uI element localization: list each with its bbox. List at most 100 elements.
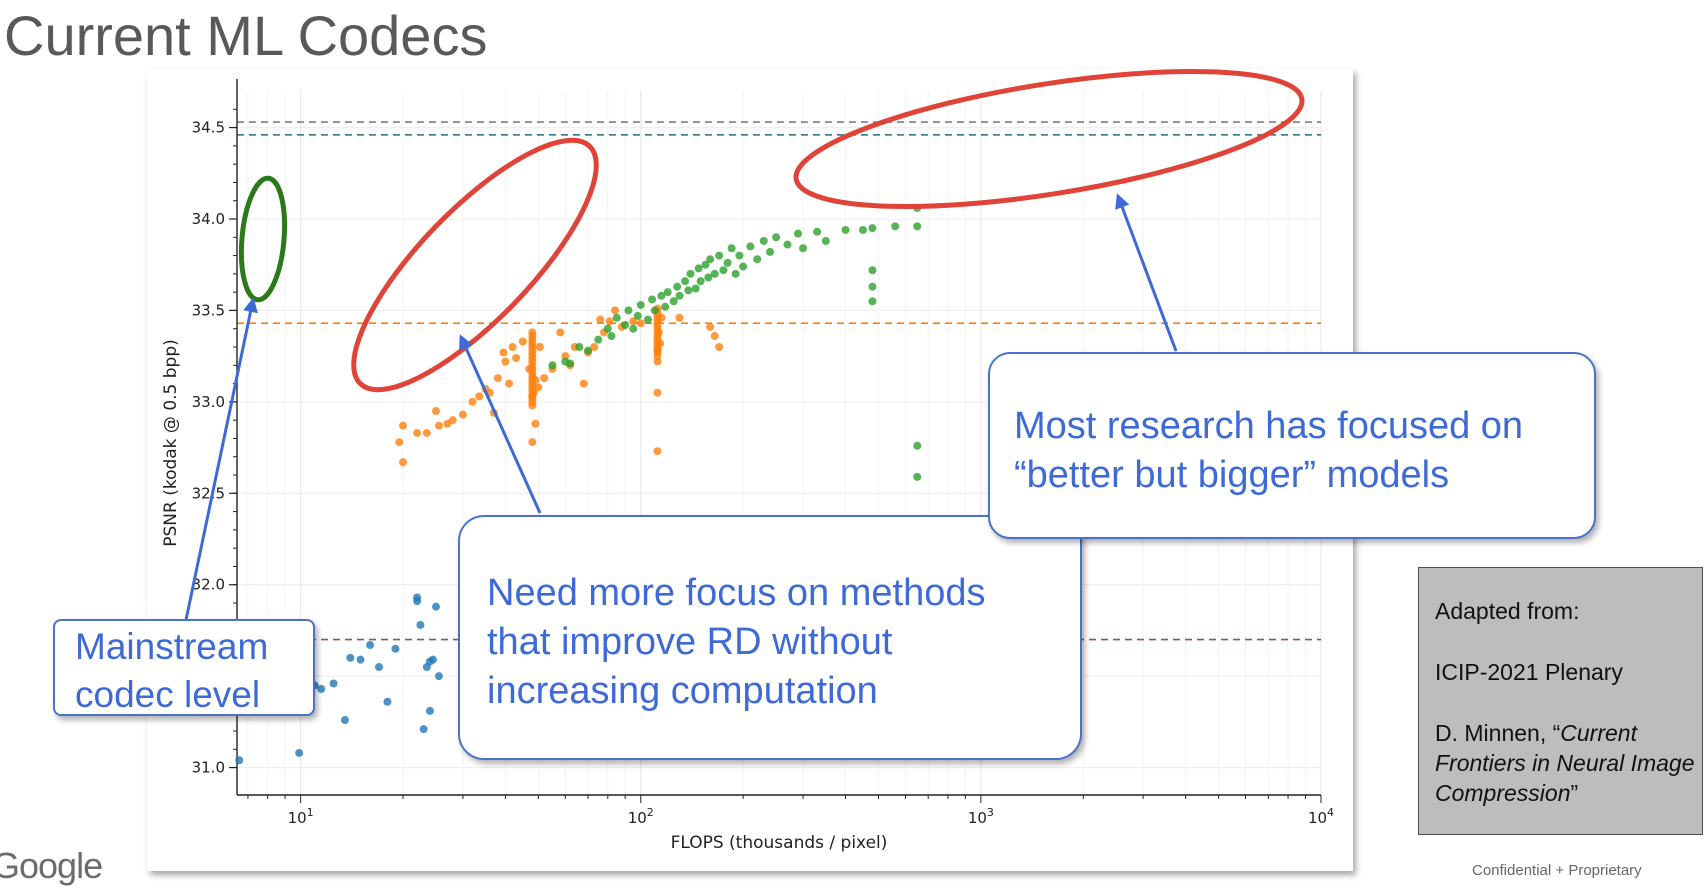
data-point: [356, 655, 365, 664]
arrow-mainstream: [184, 297, 258, 621]
data-point: [525, 364, 534, 373]
data-point: [391, 644, 400, 653]
data-point: [643, 315, 652, 324]
green-ellipse-mainstream: [238, 175, 288, 303]
data-point: [399, 458, 408, 467]
data-point: [684, 286, 693, 295]
data-point: [235, 756, 244, 765]
callout-line: Most research has focused on: [1014, 405, 1524, 447]
data-point: [766, 247, 775, 256]
y-tick-label: 33.5: [192, 301, 225, 319]
data-point: [868, 297, 877, 306]
data-point: [621, 321, 630, 330]
data-point: [657, 313, 666, 322]
data-point: [868, 282, 877, 291]
data-point: [653, 346, 662, 355]
data-point: [329, 679, 338, 688]
y-tick-label: 32.0: [192, 576, 225, 594]
y-tick-label: 33.0: [192, 393, 225, 411]
data-point: [735, 251, 744, 260]
data-point: [528, 438, 537, 447]
data-point: [434, 672, 443, 681]
data-point: [719, 266, 728, 275]
data-point: [686, 269, 695, 278]
data-point: [431, 407, 440, 415]
data-point: [710, 332, 719, 341]
data-point: [653, 357, 662, 366]
arrow-focus: [459, 334, 542, 514]
data-point: [579, 379, 588, 388]
data-point: [704, 273, 713, 282]
data-point: [422, 428, 431, 437]
data-point: [603, 324, 612, 333]
red-ellipse-gap: [351, 137, 599, 393]
data-point: [868, 224, 877, 233]
data-point: [858, 225, 867, 234]
data-point: [434, 421, 443, 430]
data-point: [395, 438, 404, 447]
data-point: [499, 348, 508, 357]
data-point: [731, 269, 740, 278]
data-point: [475, 392, 484, 401]
data-point: [753, 255, 762, 264]
arrow-research: [1115, 193, 1178, 352]
data-point: [629, 317, 638, 326]
data-point: [346, 653, 355, 662]
data-point: [681, 277, 690, 286]
source-citation-box: Adapted from: ICIP-2021 Plenary D. Minne…: [1418, 567, 1703, 835]
data-point: [913, 222, 922, 231]
y-tick-label: 31.0: [192, 759, 225, 777]
data-point: [636, 300, 645, 309]
data-point: [534, 383, 543, 392]
data-point: [673, 282, 682, 291]
data-point: [694, 264, 703, 273]
data-point: [656, 339, 665, 348]
data-point: [383, 697, 392, 706]
data-point: [508, 343, 517, 351]
data-point: [448, 416, 457, 425]
red-ellipse-big-models: [793, 69, 1305, 209]
data-point: [759, 236, 768, 245]
data-point: [528, 328, 537, 337]
callout-line: that improve RD without: [487, 621, 893, 663]
google-logo: Google: [0, 845, 103, 886]
x-axis-label: FLOPS (thousands / pixel): [671, 833, 888, 853]
data-point: [590, 343, 599, 351]
data-point: [650, 306, 659, 315]
data-point: [629, 324, 638, 333]
data-point: [419, 725, 428, 734]
data-point: [611, 306, 620, 315]
data-point: [605, 317, 614, 326]
callout-mainstream-codec: Mainstream codec level: [53, 619, 315, 716]
data-point: [663, 288, 672, 297]
data-point: [723, 258, 732, 267]
data-point: [501, 357, 510, 366]
data-point: [669, 297, 678, 306]
data-point: [468, 397, 477, 406]
data-point: [794, 229, 803, 238]
data-point: [706, 322, 715, 331]
data-point: [891, 222, 900, 231]
data-point: [556, 328, 565, 337]
callout-line: codec level: [75, 674, 261, 715]
data-point: [624, 306, 633, 315]
callout-better-but-bigger: Most research has focused on “better but…: [988, 352, 1596, 539]
data-point: [710, 269, 719, 278]
source-venue: ICIP-2021 Plenary: [1435, 659, 1623, 685]
data-point: [529, 388, 538, 397]
data-point: [739, 262, 748, 271]
data-point: [584, 346, 593, 355]
data-point: [512, 353, 521, 362]
confidential-footer: Confidential + Proprietary: [1472, 862, 1642, 879]
data-point: [366, 641, 375, 650]
data-point: [841, 225, 850, 234]
data-point: [416, 620, 425, 629]
data-point: [868, 266, 877, 275]
data-point: [701, 260, 710, 269]
data-point: [317, 684, 326, 693]
data-point: [746, 242, 755, 251]
data-point: [295, 748, 304, 757]
data-point: [783, 240, 792, 249]
y-tick-label: 34.0: [192, 210, 225, 228]
closing-quote: ”: [1570, 780, 1579, 806]
